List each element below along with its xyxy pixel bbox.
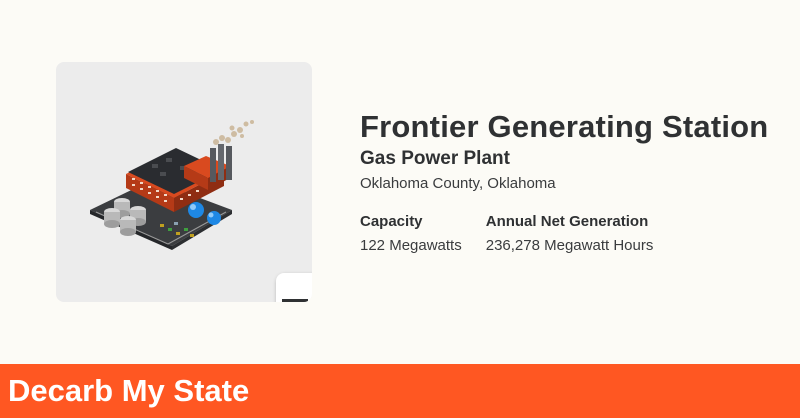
oklahoma-state-icon	[281, 298, 308, 302]
footer-bar: Decarb My State	[0, 364, 800, 418]
plant-name: Frontier Generating Station	[360, 109, 769, 144]
capacity-value: 122 Megawatts	[360, 237, 462, 254]
gas-power-plant-illustration	[90, 120, 254, 250]
generation-value: 236,278 Megawatt Hours	[485, 237, 654, 254]
generation-stat: Annual Net Generation 236,278 Megawatt H…	[486, 212, 654, 256]
capacity-label: Capacity	[360, 213, 423, 230]
generation-label: Annual Net Generation	[485, 213, 649, 230]
plant-info: Frontier Generating Station Gas Power Pl…	[360, 108, 780, 256]
plant-type: Gas Power Plant	[360, 148, 510, 169]
capacity-stat: Capacity 122 Megawatts	[360, 212, 462, 256]
plant-image-card	[56, 62, 312, 302]
state-badge	[276, 273, 312, 302]
brand-logo-text[interactable]: Decarb My State	[8, 373, 250, 408]
plant-stats: Capacity 122 Megawatts Annual Net Genera…	[360, 212, 780, 256]
plant-location: Oklahoma County, Oklahoma	[360, 175, 556, 192]
